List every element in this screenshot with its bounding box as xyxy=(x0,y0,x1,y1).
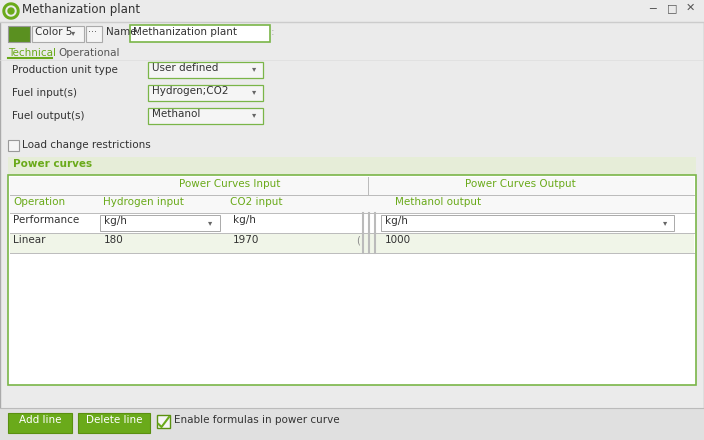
Text: Technical: Technical xyxy=(8,48,56,58)
Bar xyxy=(157,415,170,428)
Bar xyxy=(32,26,84,42)
Text: Linear: Linear xyxy=(13,235,46,245)
Polygon shape xyxy=(8,8,14,14)
Text: Power Curves Output: Power Curves Output xyxy=(465,179,575,189)
Text: Color 5: Color 5 xyxy=(35,27,73,37)
Text: Delete line: Delete line xyxy=(86,415,142,425)
Text: Fuel output(s): Fuel output(s) xyxy=(12,111,84,121)
Bar xyxy=(78,413,150,433)
Text: ✕: ✕ xyxy=(686,3,696,13)
Bar xyxy=(0,408,704,440)
Text: kg/h: kg/h xyxy=(385,216,408,226)
Text: Methanization plant: Methanization plant xyxy=(22,3,140,16)
Text: ▾: ▾ xyxy=(252,110,256,120)
Text: (: ( xyxy=(356,235,360,245)
Text: Load change restrictions: Load change restrictions xyxy=(22,140,151,150)
Text: Enable formulas in power curve: Enable formulas in power curve xyxy=(174,415,339,425)
Bar xyxy=(10,213,694,233)
Text: Operation: Operation xyxy=(13,197,65,207)
Bar xyxy=(148,62,263,78)
Text: ▾: ▾ xyxy=(208,219,212,227)
Text: Operational: Operational xyxy=(58,48,120,58)
Bar xyxy=(10,177,694,195)
Text: ─: ─ xyxy=(649,3,655,13)
Text: User defined: User defined xyxy=(152,63,218,73)
Text: kg/h: kg/h xyxy=(104,216,127,226)
Text: Add line: Add line xyxy=(19,415,61,425)
Text: Fuel input(s): Fuel input(s) xyxy=(12,88,77,98)
Bar xyxy=(8,26,30,42)
Bar xyxy=(8,413,72,433)
Text: CO2 input: CO2 input xyxy=(230,197,282,207)
Bar xyxy=(8,140,19,151)
Polygon shape xyxy=(3,3,19,19)
Bar xyxy=(8,175,696,385)
Bar xyxy=(148,108,263,124)
Text: Name:: Name: xyxy=(106,27,140,37)
Bar xyxy=(10,233,694,253)
Text: Hydrogen input: Hydrogen input xyxy=(103,197,184,207)
Bar xyxy=(130,25,270,42)
Text: Power curves: Power curves xyxy=(13,159,92,169)
Text: ▾: ▾ xyxy=(663,219,667,227)
Text: ▾: ▾ xyxy=(252,88,256,96)
Bar xyxy=(100,215,220,231)
Polygon shape xyxy=(6,6,16,16)
Text: Methanization plant: Methanization plant xyxy=(133,27,237,37)
Bar xyxy=(148,85,263,101)
Text: ···: ··· xyxy=(88,27,97,37)
Text: ▾: ▾ xyxy=(71,29,75,37)
Text: Performance: Performance xyxy=(13,215,80,225)
Text: :: : xyxy=(271,27,275,37)
Text: 1970: 1970 xyxy=(233,235,259,245)
Text: 180: 180 xyxy=(104,235,124,245)
Bar xyxy=(381,215,674,231)
Bar xyxy=(10,195,694,213)
Bar xyxy=(86,26,102,42)
Text: 1000: 1000 xyxy=(385,235,411,245)
Text: □: □ xyxy=(667,3,677,13)
Text: Power Curves Input: Power Curves Input xyxy=(180,179,281,189)
Text: Production unit type: Production unit type xyxy=(12,65,118,75)
Bar xyxy=(0,0,704,22)
Text: kg/h: kg/h xyxy=(233,215,256,225)
Text: Hydrogen;CO2: Hydrogen;CO2 xyxy=(152,86,229,96)
Text: Methanol output: Methanol output xyxy=(395,197,481,207)
Text: ▾: ▾ xyxy=(252,65,256,73)
Bar xyxy=(8,157,696,175)
Text: Methanol: Methanol xyxy=(152,109,201,119)
